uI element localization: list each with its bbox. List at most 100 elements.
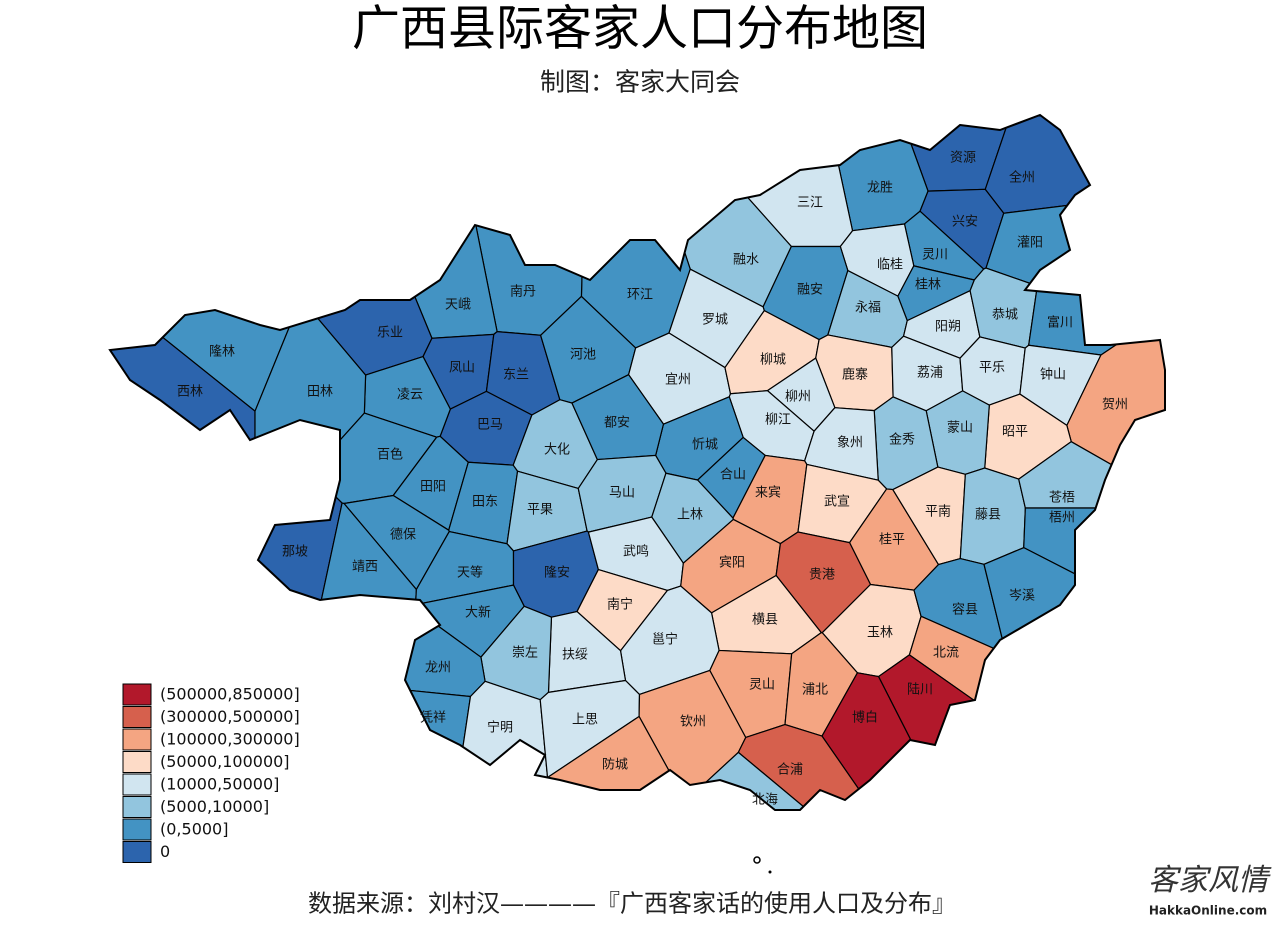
county-label: 平乐 <box>979 361 1005 376</box>
county-region <box>580 115 691 349</box>
county-label: 藤县 <box>975 508 1001 523</box>
county-label: 融水 <box>733 253 759 268</box>
county-label: 南丹 <box>510 284 536 300</box>
county-label: 宁明 <box>487 720 513 736</box>
county-label: 田阳 <box>420 480 446 495</box>
county-label: 钦州 <box>680 715 706 730</box>
county-label: 桂林 <box>915 278 941 293</box>
county-label: 西林 <box>177 385 203 400</box>
county-label: 田东 <box>472 495 498 510</box>
legend-label: (0,5000] <box>160 820 228 839</box>
county-label: 浦北 <box>802 683 828 698</box>
county-label: 灌阳 <box>1017 236 1043 251</box>
legend-label: (100000,300000] <box>160 730 300 749</box>
county-label: 岑溪 <box>1009 589 1035 604</box>
county-label: 钟山 <box>1040 367 1066 383</box>
legend-label: (300000,500000] <box>160 707 300 726</box>
county-label: 临桂 <box>877 258 903 273</box>
legend-swatch <box>122 751 152 773</box>
county-label: 环江 <box>627 288 653 303</box>
county-label: 柳州 <box>785 390 811 405</box>
county-label: 凭祥 <box>420 711 446 726</box>
county-label: 上思 <box>572 713 598 728</box>
county-label: 武宣 <box>824 494 850 510</box>
county-label: 象州 <box>837 436 863 451</box>
county-label: 罗城 <box>702 313 728 328</box>
legend-swatch <box>122 728 152 751</box>
province-outline <box>108 113 1166 811</box>
legend-label: (5000,10000] <box>160 797 269 816</box>
county-label: 柳城 <box>760 353 786 368</box>
county-label: 凌云 <box>397 388 423 403</box>
county-label: 宜州 <box>665 373 691 388</box>
county-label: 陆川 <box>907 682 933 698</box>
island <box>768 870 772 874</box>
county-label: 平果 <box>527 503 553 518</box>
county-label: 大新 <box>465 605 491 621</box>
legend-label: (500000,850000] <box>160 685 300 704</box>
county-label: 荔浦 <box>917 366 943 381</box>
county-label: 平南 <box>925 504 951 520</box>
county-label: 忻城 <box>692 438 718 453</box>
county-label: 昭平 <box>1002 425 1028 440</box>
county-label: 资源 <box>950 151 976 166</box>
legend-swatch <box>122 818 152 841</box>
county-label: 横县 <box>752 613 778 628</box>
legend-label: (10000,50000] <box>160 775 279 794</box>
county-label: 防城 <box>602 757 628 773</box>
county-label: 永福 <box>855 301 881 316</box>
county-label: 梧州 <box>1049 511 1075 526</box>
county-label: 大化 <box>544 443 570 458</box>
county-label: 蒙山 <box>947 421 973 436</box>
county-label: 合浦 <box>777 763 803 778</box>
county-label: 灵山 <box>749 678 775 693</box>
county-label: 都安 <box>604 416 630 431</box>
county-region <box>571 373 665 461</box>
county-label: 百色 <box>377 447 403 463</box>
map-subtitle: 制图：客家大同会 <box>540 68 740 97</box>
county-label: 那坡 <box>282 545 308 560</box>
county-label: 隆安 <box>544 566 570 581</box>
county-label: 武鸣 <box>623 544 649 560</box>
county-label: 马山 <box>609 486 635 501</box>
legend-swatch <box>122 706 152 728</box>
watermark-site: HakkaOnline.com <box>1149 904 1267 918</box>
county-label: 容县 <box>952 602 978 618</box>
legend-label: 0 <box>160 842 170 861</box>
county-label: 扶绥 <box>562 648 588 663</box>
map-title: 广西县际客家人口分布地图 <box>352 1 928 57</box>
legend: (500000,850000] (300000,500000] (100000,30… <box>122 683 300 863</box>
county-label: 桂平 <box>879 533 905 548</box>
county-label: 天等 <box>457 565 483 581</box>
county-label: 北海 <box>752 793 778 808</box>
county-label: 隆林 <box>209 345 235 360</box>
county-label: 柳江 <box>765 413 791 428</box>
county-region <box>984 115 1165 214</box>
legend-swatch <box>122 773 152 796</box>
county-label: 天峨 <box>445 298 471 313</box>
data-source: 数据来源：刘村汉————『广西客家话的使用人口及分布』 <box>308 890 956 918</box>
county-label: 龙胜 <box>867 181 893 196</box>
county-label: 三江 <box>797 196 823 211</box>
county-label: 兴安 <box>952 215 978 230</box>
legend-swatch <box>122 796 152 818</box>
county-label: 金秀 <box>889 432 915 448</box>
county-label: 鹿寨 <box>842 367 868 383</box>
county-label: 合山 <box>720 468 746 483</box>
county-label: 东兰 <box>503 368 529 383</box>
county-label: 博白 <box>852 710 878 726</box>
county-label: 阳朔 <box>935 320 961 335</box>
county-label: 巴马 <box>477 418 503 433</box>
county-label: 凤山 <box>449 361 475 376</box>
county-label: 富川 <box>1047 315 1073 331</box>
county-label: 乐业 <box>377 326 403 341</box>
county-label: 龙州 <box>425 661 451 676</box>
legend-swatch <box>122 841 152 863</box>
county-label: 贺州 <box>1102 398 1128 413</box>
island <box>753 856 761 864</box>
legend-label: (50000,100000] <box>160 752 290 771</box>
county-label: 恭城 <box>992 308 1018 323</box>
county-label: 苍梧 <box>1049 491 1075 506</box>
